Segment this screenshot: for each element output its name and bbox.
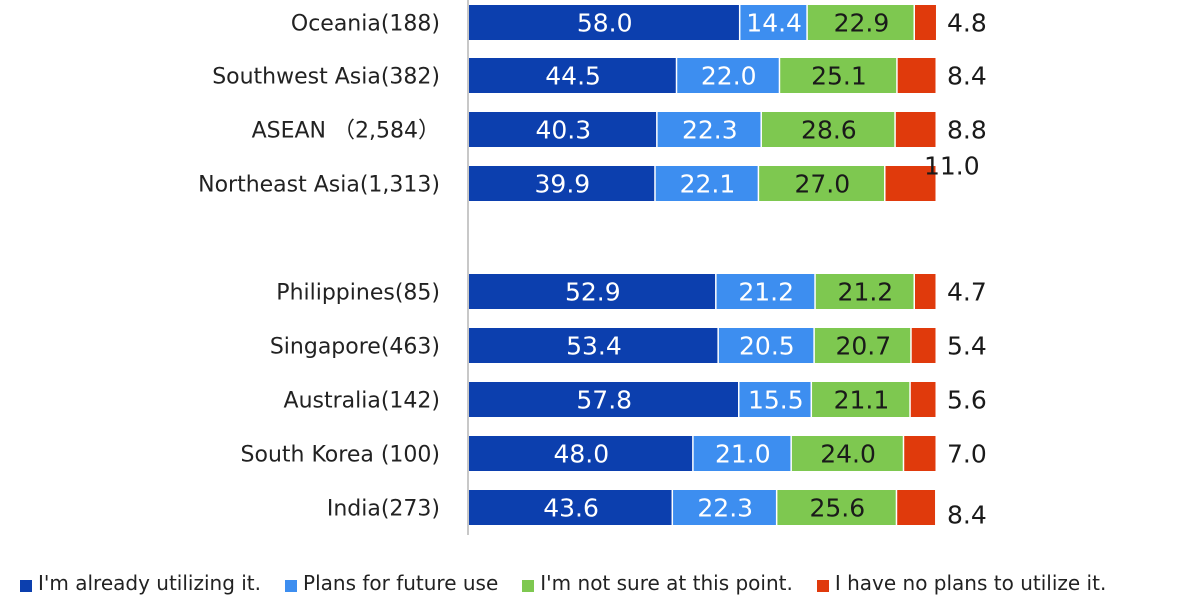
bar-philippines-i-m-already-utilizing-it	[469, 274, 716, 309]
data-label-singapore-plans-for-future-use: 20.5	[739, 332, 795, 361]
category-label-asean: ASEAN （2,584）	[252, 119, 440, 144]
legend-item-already-utilizing: I'm already utilizing it.	[20, 571, 261, 595]
bar-northeast-asia-i-have-no-plans-to-utilize-it	[885, 166, 936, 201]
bar-philippines-i-have-no-plans-to-utilize-it	[915, 274, 936, 309]
bar-asean-plans-for-future-use	[657, 112, 761, 147]
bar-northeast-asia-i-m-already-utilizing-it	[469, 166, 655, 201]
legend-item-no-plans: I have no plans to utilize it.	[816, 571, 1107, 595]
legend-swatch-not-sure	[522, 580, 535, 592]
data-label-asean-i-m-already-utilizing-it: 40.3	[535, 116, 591, 145]
data-label-philippines-plans-for-future-use: 21.2	[738, 278, 794, 307]
data-label-oceania-plans-for-future-use: 14.4	[746, 9, 802, 38]
category-label-india: India(273)	[327, 497, 440, 522]
bar-australia-i-m-not-sure-at-this-point	[812, 382, 910, 417]
legend-swatch-no-plans	[816, 580, 829, 592]
bar-southwest-asia-i-have-no-plans-to-utilize-it	[897, 58, 936, 93]
bar-india-plans-for-future-use	[673, 490, 776, 525]
category-label-south-korea: South Korea (100)	[241, 443, 440, 468]
data-label-india-i-m-not-sure-at-this-point: 25.6	[809, 494, 865, 523]
data-label-northeast-asia-i-m-already-utilizing-it: 39.9	[535, 170, 591, 199]
legend-swatch-already-utilizing	[20, 580, 32, 592]
data-label-northeast-asia-no-plans: 11.0	[924, 152, 980, 181]
bar-philippines-i-m-not-sure-at-this-point	[815, 274, 914, 309]
data-label-india-i-m-already-utilizing-it: 43.6	[543, 494, 599, 523]
bar-south-korea-i-have-no-plans-to-utilize-it	[904, 436, 936, 471]
bar-singapore-i-m-not-sure-at-this-point	[814, 328, 911, 363]
data-label-australia-no-plans: 5.6	[947, 386, 987, 415]
legend-swatch-future-use	[285, 580, 298, 592]
bar-asean-i-m-not-sure-at-this-point	[761, 112, 895, 147]
bar-india-i-have-no-plans-to-utilize-it	[897, 490, 936, 525]
legend-label-no-plans: I have no plans to utilize it.	[834, 571, 1107, 595]
legend-item-not-sure: I'm not sure at this point.	[522, 571, 793, 595]
data-label-asean-plans-for-future-use: 22.3	[682, 116, 738, 145]
data-label-singapore-i-m-already-utilizing-it: 53.4	[566, 332, 622, 361]
legend: I'm already utilizing it. Plans for futu…	[20, 568, 1130, 598]
data-label-india-plans-for-future-use: 22.3	[697, 494, 753, 523]
legend-label-future-use: Plans for future use	[303, 571, 499, 595]
bar-oceania-i-m-already-utilizing-it	[469, 5, 739, 40]
category-label-northeast-asia: Northeast Asia(1,313)	[198, 173, 440, 198]
category-label-southwest-asia: Southwest Asia(382)	[212, 65, 440, 90]
data-label-oceania-i-m-already-utilizing-it: 58.0	[577, 9, 633, 38]
data-label-oceania-i-m-not-sure-at-this-point: 22.9	[834, 9, 890, 38]
data-label-northeast-asia-plans-for-future-use: 22.1	[680, 170, 736, 199]
data-label-southwest-asia-no-plans: 8.4	[947, 62, 987, 91]
stacked-bar-chart: Oceania(188) 58.0 14.4 22.9 4.8 Southwest Asi…	[198, 0, 987, 535]
data-label-south-korea-no-plans: 7.0	[947, 440, 987, 469]
bar-singapore-i-have-no-plans-to-utilize-it	[911, 328, 936, 363]
bar-singapore-plans-for-future-use	[718, 328, 814, 363]
data-label-australia-plans-for-future-use: 15.5	[748, 386, 804, 415]
bar-oceania-i-m-not-sure-at-this-point	[807, 5, 914, 40]
data-label-philippines-no-plans: 4.7	[947, 278, 987, 307]
data-label-singapore-i-m-not-sure-at-this-point: 20.7	[835, 332, 891, 361]
data-label-philippines-i-m-already-utilizing-it: 52.9	[565, 278, 621, 307]
data-label-asean-i-m-not-sure-at-this-point: 28.6	[801, 116, 857, 145]
bar-south-korea-i-m-already-utilizing-it	[469, 436, 693, 471]
bar-australia-i-m-already-utilizing-it	[469, 382, 739, 417]
data-label-asean-no-plans: 8.8	[947, 116, 987, 145]
data-label-south-korea-plans-for-future-use: 21.0	[715, 440, 771, 469]
data-label-australia-i-m-already-utilizing-it: 57.8	[576, 386, 632, 415]
bar-india-i-m-already-utilizing-it	[469, 490, 672, 525]
data-label-southwest-asia-i-m-not-sure-at-this-point: 25.1	[811, 62, 867, 91]
data-label-india-no-plans: 8.4	[947, 501, 987, 530]
bar-asean-i-m-already-utilizing-it	[469, 112, 657, 147]
legend-label-already-utilizing: I'm already utilizing it.	[38, 571, 262, 595]
category-label-oceania: Oceania(188)	[291, 12, 440, 37]
data-label-south-korea-i-m-already-utilizing-it: 48.0	[553, 440, 609, 469]
bar-singapore-i-m-already-utilizing-it	[469, 328, 718, 363]
legend-item-future-use: Plans for future use	[285, 571, 498, 595]
bar-northeast-asia-i-m-not-sure-at-this-point	[759, 166, 885, 201]
legend-label-not-sure: I'm not sure at this point.	[540, 571, 793, 595]
bar-southwest-asia-plans-for-future-use	[677, 58, 779, 93]
bar-oceania-i-have-no-plans-to-utilize-it	[915, 5, 936, 40]
data-label-northeast-asia-i-m-not-sure-at-this-point: 27.0	[795, 170, 851, 199]
bar-asean-i-have-no-plans-to-utilize-it	[895, 112, 936, 147]
category-label-philippines: Philippines(85)	[276, 281, 440, 306]
bar-southwest-asia-i-m-already-utilizing-it	[469, 58, 676, 93]
data-label-philippines-i-m-not-sure-at-this-point: 21.2	[838, 278, 894, 307]
data-label-australia-i-m-not-sure-at-this-point: 21.1	[834, 386, 890, 415]
data-label-oceania-no-plans: 4.8	[947, 9, 987, 38]
category-label-singapore: Singapore(463)	[270, 335, 440, 360]
data-label-south-korea-i-m-not-sure-at-this-point: 24.0	[820, 440, 876, 469]
bar-northeast-asia-plans-for-future-use	[655, 166, 758, 201]
bar-oceania-plans-for-future-use	[740, 5, 807, 40]
category-label-australia: Australia(142)	[284, 389, 440, 414]
data-label-southwest-asia-plans-for-future-use: 22.0	[701, 62, 757, 91]
bar-australia-plans-for-future-use	[739, 382, 811, 417]
data-label-singapore-no-plans: 5.4	[947, 332, 987, 361]
bar-philippines-plans-for-future-use	[716, 274, 815, 309]
bar-south-korea-plans-for-future-use	[693, 436, 791, 471]
bar-south-korea-i-m-not-sure-at-this-point	[791, 436, 903, 471]
bar-india-i-m-not-sure-at-this-point	[777, 490, 896, 525]
bar-southwest-asia-i-m-not-sure-at-this-point	[780, 58, 897, 93]
bar-australia-i-have-no-plans-to-utilize-it	[910, 382, 936, 417]
data-label-southwest-asia-i-m-already-utilizing-it: 44.5	[545, 62, 601, 91]
